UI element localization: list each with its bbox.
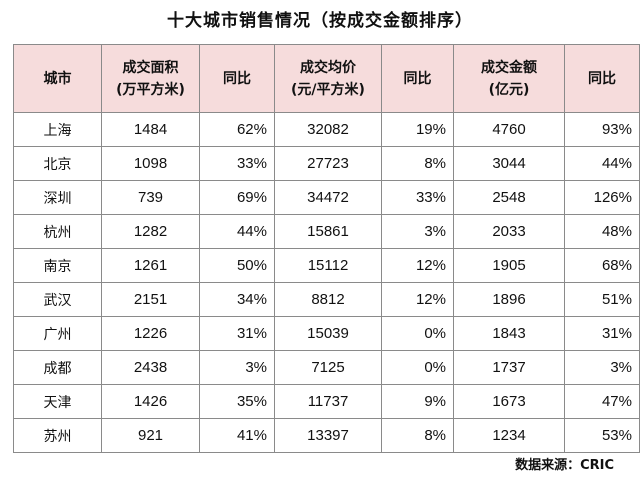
header-area: 成交面积 (万平方米) <box>101 44 200 113</box>
cell-amount-yoy: 93% <box>564 112 640 147</box>
cell-amount-yoy: 3% <box>564 350 640 385</box>
cell-area: 739 <box>101 180 200 215</box>
table-row: 广州 1226 31% 15039 0% 1843 31% <box>13 316 640 351</box>
cell-price: 13397 <box>274 418 382 453</box>
cell-area: 1226 <box>101 316 200 351</box>
header-city: 城市 <box>13 44 102 113</box>
cell-price: 34472 <box>274 180 382 215</box>
cell-area: 921 <box>101 418 200 453</box>
header-price-yoy: 同比 <box>381 44 454 113</box>
cell-price-yoy: 8% <box>381 146 454 181</box>
cell-amount: 1843 <box>453 316 565 351</box>
cell-area-yoy: 44% <box>199 214 275 249</box>
cell-area: 1282 <box>101 214 200 249</box>
cell-area-yoy: 33% <box>199 146 275 181</box>
cell-amount: 1234 <box>453 418 565 453</box>
table-row: 成都 2438 3% 7125 0% 1737 3% <box>13 350 640 385</box>
sales-table: 城市 成交面积 (万平方米) 同比 成交均价 (元/平方米) 同比 成交金额 (… <box>13 44 640 453</box>
header-amount: 成交金额 (亿元) <box>453 44 565 113</box>
table-row: 北京 1098 33% 27723 8% 3044 44% <box>13 146 640 181</box>
cell-city: 深圳 <box>13 180 102 215</box>
cell-city: 成都 <box>13 350 102 385</box>
cell-amount: 2033 <box>453 214 565 249</box>
cell-area-yoy: 62% <box>199 112 275 147</box>
cell-city: 上海 <box>13 112 102 147</box>
header-amount-label: 成交金额 <box>481 59 537 76</box>
cell-price: 32082 <box>274 112 382 147</box>
cell-price: 15039 <box>274 316 382 351</box>
cell-price: 15861 <box>274 214 382 249</box>
cell-price-yoy: 0% <box>381 350 454 385</box>
cell-city: 天津 <box>13 384 102 419</box>
header-price-unit: (元/平方米) <box>291 81 365 98</box>
cell-area-yoy: 3% <box>199 350 275 385</box>
cell-price: 8812 <box>274 282 382 317</box>
cell-amount-yoy: 48% <box>564 214 640 249</box>
cell-price-yoy: 12% <box>381 248 454 283</box>
cell-price: 7125 <box>274 350 382 385</box>
cell-amount: 4760 <box>453 112 565 147</box>
cell-area-yoy: 34% <box>199 282 275 317</box>
table-row: 苏州 921 41% 13397 8% 1234 53% <box>13 418 640 453</box>
cell-area-yoy: 31% <box>199 316 275 351</box>
cell-amount-yoy: 51% <box>564 282 640 317</box>
cell-price-yoy: 9% <box>381 384 454 419</box>
header-row: 城市 成交面积 (万平方米) 同比 成交均价 (元/平方米) 同比 成交金额 (… <box>13 44 640 113</box>
cell-price-yoy: 12% <box>381 282 454 317</box>
header-amount-yoy: 同比 <box>564 44 640 113</box>
table-row: 上海 1484 62% 32082 19% 4760 93% <box>13 112 640 147</box>
header-price: 成交均价 (元/平方米) <box>274 44 382 113</box>
cell-amount: 1896 <box>453 282 565 317</box>
table-body: 上海 1484 62% 32082 19% 4760 93% 北京 1098 3… <box>13 112 640 453</box>
cell-amount: 1673 <box>453 384 565 419</box>
cell-price: 15112 <box>274 248 382 283</box>
cell-price: 11737 <box>274 384 382 419</box>
cell-area: 1484 <box>101 112 200 147</box>
table-row: 杭州 1282 44% 15861 3% 2033 48% <box>13 214 640 249</box>
cell-amount-yoy: 44% <box>564 146 640 181</box>
header-area-label: 成交面积 <box>122 59 179 76</box>
cell-amount-yoy: 47% <box>564 384 640 419</box>
cell-amount-yoy: 126% <box>564 180 640 215</box>
table-row: 天津 1426 35% 11737 9% 1673 47% <box>13 384 640 419</box>
data-source-note: 数据来源：CRIC <box>515 458 614 473</box>
table-row: 深圳 739 69% 34472 33% 2548 126% <box>13 180 640 215</box>
cell-price-yoy: 8% <box>381 418 454 453</box>
cell-area: 2438 <box>101 350 200 385</box>
cell-amount-yoy: 53% <box>564 418 640 453</box>
cell-area: 1261 <box>101 248 200 283</box>
cell-price-yoy: 0% <box>381 316 454 351</box>
cell-city: 杭州 <box>13 214 102 249</box>
cell-area-yoy: 35% <box>199 384 275 419</box>
cell-area: 1098 <box>101 146 200 181</box>
cell-amount: 2548 <box>453 180 565 215</box>
table-row: 武汉 2151 34% 8812 12% 1896 51% <box>13 282 640 317</box>
cell-price-yoy: 19% <box>381 112 454 147</box>
cell-price-yoy: 3% <box>381 214 454 249</box>
cell-city: 苏州 <box>13 418 102 453</box>
header-area-yoy: 同比 <box>199 44 275 113</box>
cell-amount: 1737 <box>453 350 565 385</box>
cell-amount: 3044 <box>453 146 565 181</box>
cell-price: 27723 <box>274 146 382 181</box>
cell-area-yoy: 41% <box>199 418 275 453</box>
table-row: 南京 1261 50% 15112 12% 1905 68% <box>13 248 640 283</box>
header-amount-unit: (亿元) <box>488 81 530 98</box>
table-title: 十大城市销售情况（按成交金额排序） <box>167 11 473 31</box>
cell-area-yoy: 50% <box>199 248 275 283</box>
table-header: 城市 成交面积 (万平方米) 同比 成交均价 (元/平方米) 同比 成交金额 (… <box>13 44 640 113</box>
cell-area-yoy: 69% <box>199 180 275 215</box>
header-area-unit: (万平方米) <box>116 81 185 98</box>
cell-city: 南京 <box>13 248 102 283</box>
cell-city: 广州 <box>13 316 102 351</box>
cell-price-yoy: 33% <box>381 180 454 215</box>
cell-amount: 1905 <box>453 248 565 283</box>
cell-city: 北京 <box>13 146 102 181</box>
header-price-label: 成交均价 <box>300 59 356 76</box>
cell-amount-yoy: 31% <box>564 316 640 351</box>
cell-city: 武汉 <box>13 282 102 317</box>
cell-area: 1426 <box>101 384 200 419</box>
cell-area: 2151 <box>101 282 200 317</box>
cell-amount-yoy: 68% <box>564 248 640 283</box>
